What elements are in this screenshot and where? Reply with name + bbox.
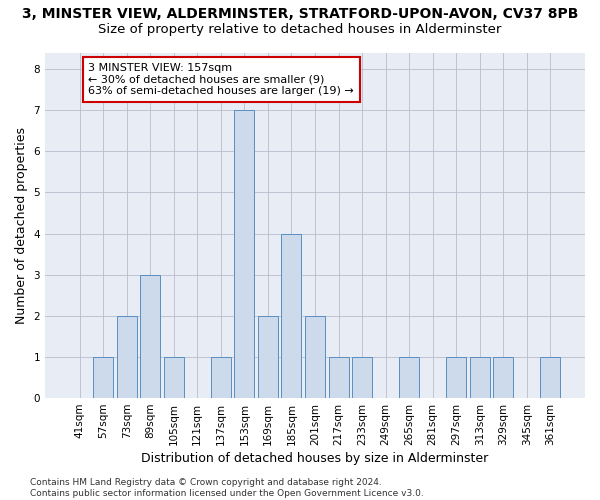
Bar: [399, 357, 419, 398]
Y-axis label: Number of detached properties: Number of detached properties: [15, 127, 28, 324]
Bar: [446, 357, 466, 398]
Bar: [281, 234, 301, 398]
Bar: [235, 110, 254, 398]
Bar: [164, 357, 184, 398]
Bar: [541, 357, 560, 398]
Text: 3 MINSTER VIEW: 157sqm
← 30% of detached houses are smaller (9)
63% of semi-deta: 3 MINSTER VIEW: 157sqm ← 30% of detached…: [88, 63, 354, 96]
Bar: [305, 316, 325, 398]
Bar: [116, 316, 137, 398]
Text: 3, MINSTER VIEW, ALDERMINSTER, STRATFORD-UPON-AVON, CV37 8PB: 3, MINSTER VIEW, ALDERMINSTER, STRATFORD…: [22, 8, 578, 22]
X-axis label: Distribution of detached houses by size in Alderminster: Distribution of detached houses by size …: [142, 452, 488, 465]
Bar: [352, 357, 372, 398]
Text: Contains HM Land Registry data © Crown copyright and database right 2024.
Contai: Contains HM Land Registry data © Crown c…: [30, 478, 424, 498]
Text: Size of property relative to detached houses in Alderminster: Size of property relative to detached ho…: [98, 22, 502, 36]
Bar: [93, 357, 113, 398]
Bar: [493, 357, 514, 398]
Bar: [470, 357, 490, 398]
Bar: [140, 274, 160, 398]
Bar: [329, 357, 349, 398]
Bar: [211, 357, 231, 398]
Bar: [258, 316, 278, 398]
